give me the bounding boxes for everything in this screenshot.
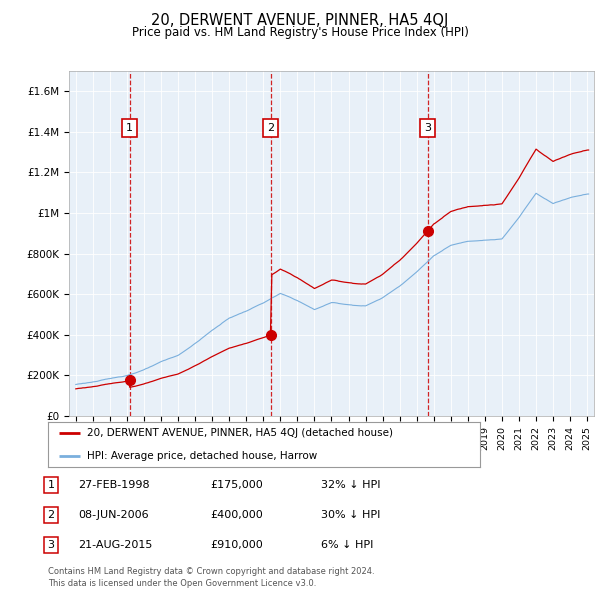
Text: 20, DERWENT AVENUE, PINNER, HA5 4QJ (detached house): 20, DERWENT AVENUE, PINNER, HA5 4QJ (det…	[87, 428, 393, 438]
Text: 27-FEB-1998: 27-FEB-1998	[78, 480, 149, 490]
Text: 3: 3	[47, 540, 55, 550]
Text: £400,000: £400,000	[210, 510, 263, 520]
Text: £910,000: £910,000	[210, 540, 263, 550]
Text: 20, DERWENT AVENUE, PINNER, HA5 4QJ: 20, DERWENT AVENUE, PINNER, HA5 4QJ	[151, 13, 449, 28]
Text: Contains HM Land Registry data © Crown copyright and database right 2024.
This d: Contains HM Land Registry data © Crown c…	[48, 568, 374, 588]
Text: 1: 1	[47, 480, 55, 490]
Text: 08-JUN-2006: 08-JUN-2006	[78, 510, 149, 520]
Text: 6% ↓ HPI: 6% ↓ HPI	[321, 540, 373, 550]
Text: 1: 1	[126, 123, 133, 133]
Text: 32% ↓ HPI: 32% ↓ HPI	[321, 480, 380, 490]
Text: 21-AUG-2015: 21-AUG-2015	[78, 540, 152, 550]
Text: 2: 2	[267, 123, 274, 133]
Text: HPI: Average price, detached house, Harrow: HPI: Average price, detached house, Harr…	[87, 451, 317, 461]
Text: 2: 2	[47, 510, 55, 520]
Text: 3: 3	[424, 123, 431, 133]
Text: £175,000: £175,000	[210, 480, 263, 490]
Text: 30% ↓ HPI: 30% ↓ HPI	[321, 510, 380, 520]
Text: Price paid vs. HM Land Registry's House Price Index (HPI): Price paid vs. HM Land Registry's House …	[131, 26, 469, 39]
